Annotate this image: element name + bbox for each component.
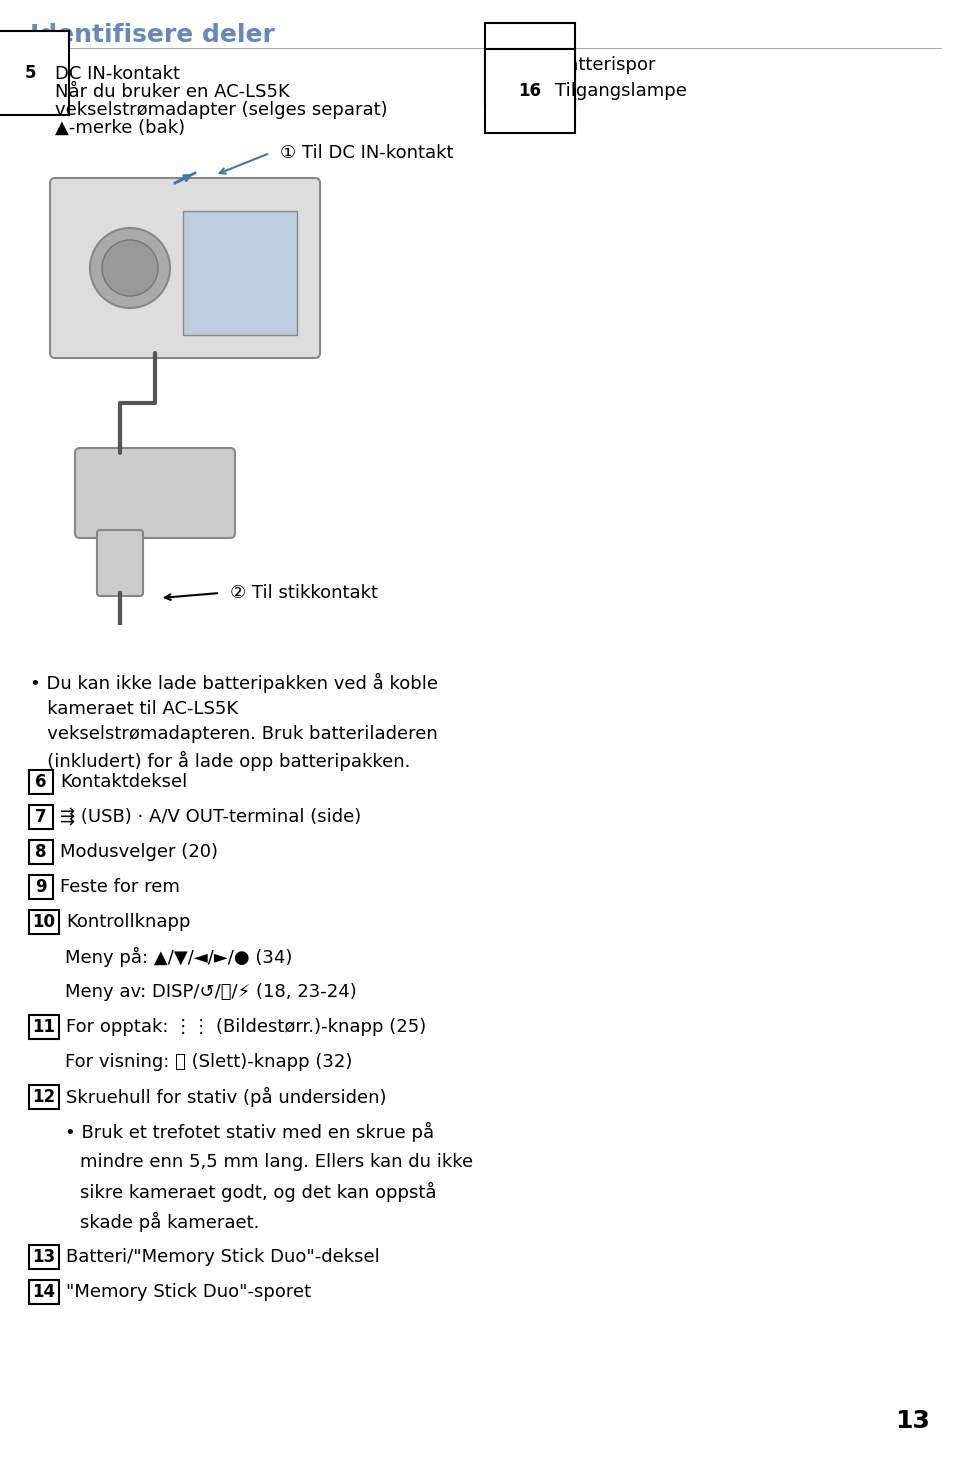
FancyBboxPatch shape bbox=[29, 1245, 59, 1268]
Text: 9: 9 bbox=[36, 878, 47, 895]
Text: Når du bruker en AC-LS5K: Når du bruker en AC-LS5K bbox=[55, 83, 290, 101]
FancyBboxPatch shape bbox=[75, 448, 235, 538]
Text: ⇶ (USB) · A/V OUT-terminal (side): ⇶ (USB) · A/V OUT-terminal (side) bbox=[60, 808, 361, 827]
Text: ▲-merke (bak): ▲-merke (bak) bbox=[55, 119, 185, 138]
FancyBboxPatch shape bbox=[29, 1086, 59, 1109]
Text: Modusvelger (20): Modusvelger (20) bbox=[60, 843, 218, 862]
FancyBboxPatch shape bbox=[29, 1280, 59, 1304]
Text: 11: 11 bbox=[33, 1018, 56, 1036]
Text: For visning: 🗑 (Slett)-knapp (32): For visning: 🗑 (Slett)-knapp (32) bbox=[65, 1053, 352, 1071]
Text: 5: 5 bbox=[24, 64, 36, 82]
FancyBboxPatch shape bbox=[29, 770, 53, 794]
Text: Identifisere deler: Identifisere deler bbox=[30, 23, 275, 47]
Text: 8: 8 bbox=[36, 843, 47, 862]
FancyBboxPatch shape bbox=[50, 178, 320, 358]
Circle shape bbox=[102, 240, 158, 296]
Circle shape bbox=[90, 228, 170, 309]
FancyBboxPatch shape bbox=[29, 1015, 59, 1039]
Text: Skruehull for stativ (på undersiden): Skruehull for stativ (på undersiden) bbox=[66, 1087, 387, 1107]
Text: Tilgangslampe: Tilgangslampe bbox=[555, 82, 686, 99]
FancyBboxPatch shape bbox=[97, 530, 143, 595]
Text: Kontrollknapp: Kontrollknapp bbox=[66, 913, 190, 930]
Text: 14: 14 bbox=[33, 1283, 56, 1301]
FancyBboxPatch shape bbox=[29, 875, 53, 898]
Text: 12: 12 bbox=[33, 1088, 56, 1106]
Text: Batterispor: Batterispor bbox=[555, 56, 656, 75]
Text: ② Til stikkontakt: ② Til stikkontakt bbox=[230, 584, 378, 601]
Text: For opptak: ⋮⋮ (Bildestørr.)-knapp (25): For opptak: ⋮⋮ (Bildestørr.)-knapp (25) bbox=[66, 1018, 426, 1036]
Text: 13: 13 bbox=[895, 1409, 930, 1432]
Text: mindre enn 5,5 mm lang. Ellers kan du ikke: mindre enn 5,5 mm lang. Ellers kan du ik… bbox=[80, 1153, 473, 1170]
FancyBboxPatch shape bbox=[29, 910, 59, 933]
Text: Kontaktdeksel: Kontaktdeksel bbox=[60, 772, 187, 791]
Text: • Du kan ikke lade batteripakken ved å koble
   kameraet til AC-LS5K
   vekselst: • Du kan ikke lade batteripakken ved å k… bbox=[30, 673, 438, 771]
Text: 16: 16 bbox=[518, 82, 541, 99]
Text: 10: 10 bbox=[33, 913, 56, 930]
Text: DC IN-kontakt: DC IN-kontakt bbox=[55, 64, 180, 83]
Text: 7: 7 bbox=[36, 808, 47, 827]
Text: skade på kameraet.: skade på kameraet. bbox=[80, 1211, 259, 1232]
Text: 6: 6 bbox=[36, 772, 47, 791]
Text: Batteri/"Memory Stick Duo"-deksel: Batteri/"Memory Stick Duo"-deksel bbox=[66, 1248, 380, 1265]
FancyBboxPatch shape bbox=[183, 211, 297, 335]
Text: ① Til DC IN-kontakt: ① Til DC IN-kontakt bbox=[280, 143, 453, 162]
Text: 13: 13 bbox=[33, 1248, 56, 1265]
Text: sikre kameraet godt, og det kan oppstå: sikre kameraet godt, og det kan oppstå bbox=[80, 1182, 437, 1203]
Text: Meny på: ▲/▼/◄/►/● (34): Meny på: ▲/▼/◄/►/● (34) bbox=[65, 947, 293, 967]
Text: • Bruk et trefotet stativ med en skrue på: • Bruk et trefotet stativ med en skrue p… bbox=[65, 1122, 434, 1143]
Text: "Memory Stick Duo"-sporet: "Memory Stick Duo"-sporet bbox=[66, 1283, 311, 1301]
Text: 15: 15 bbox=[518, 56, 541, 75]
Text: vekselstrømadapter (selges separat): vekselstrømadapter (selges separat) bbox=[55, 101, 388, 119]
Text: Feste for rem: Feste for rem bbox=[60, 878, 180, 895]
Text: Meny av: DISP/↺/🌱/⚡ (18, 23-24): Meny av: DISP/↺/🌱/⚡ (18, 23-24) bbox=[65, 983, 357, 1001]
FancyBboxPatch shape bbox=[29, 840, 53, 865]
FancyBboxPatch shape bbox=[29, 805, 53, 830]
